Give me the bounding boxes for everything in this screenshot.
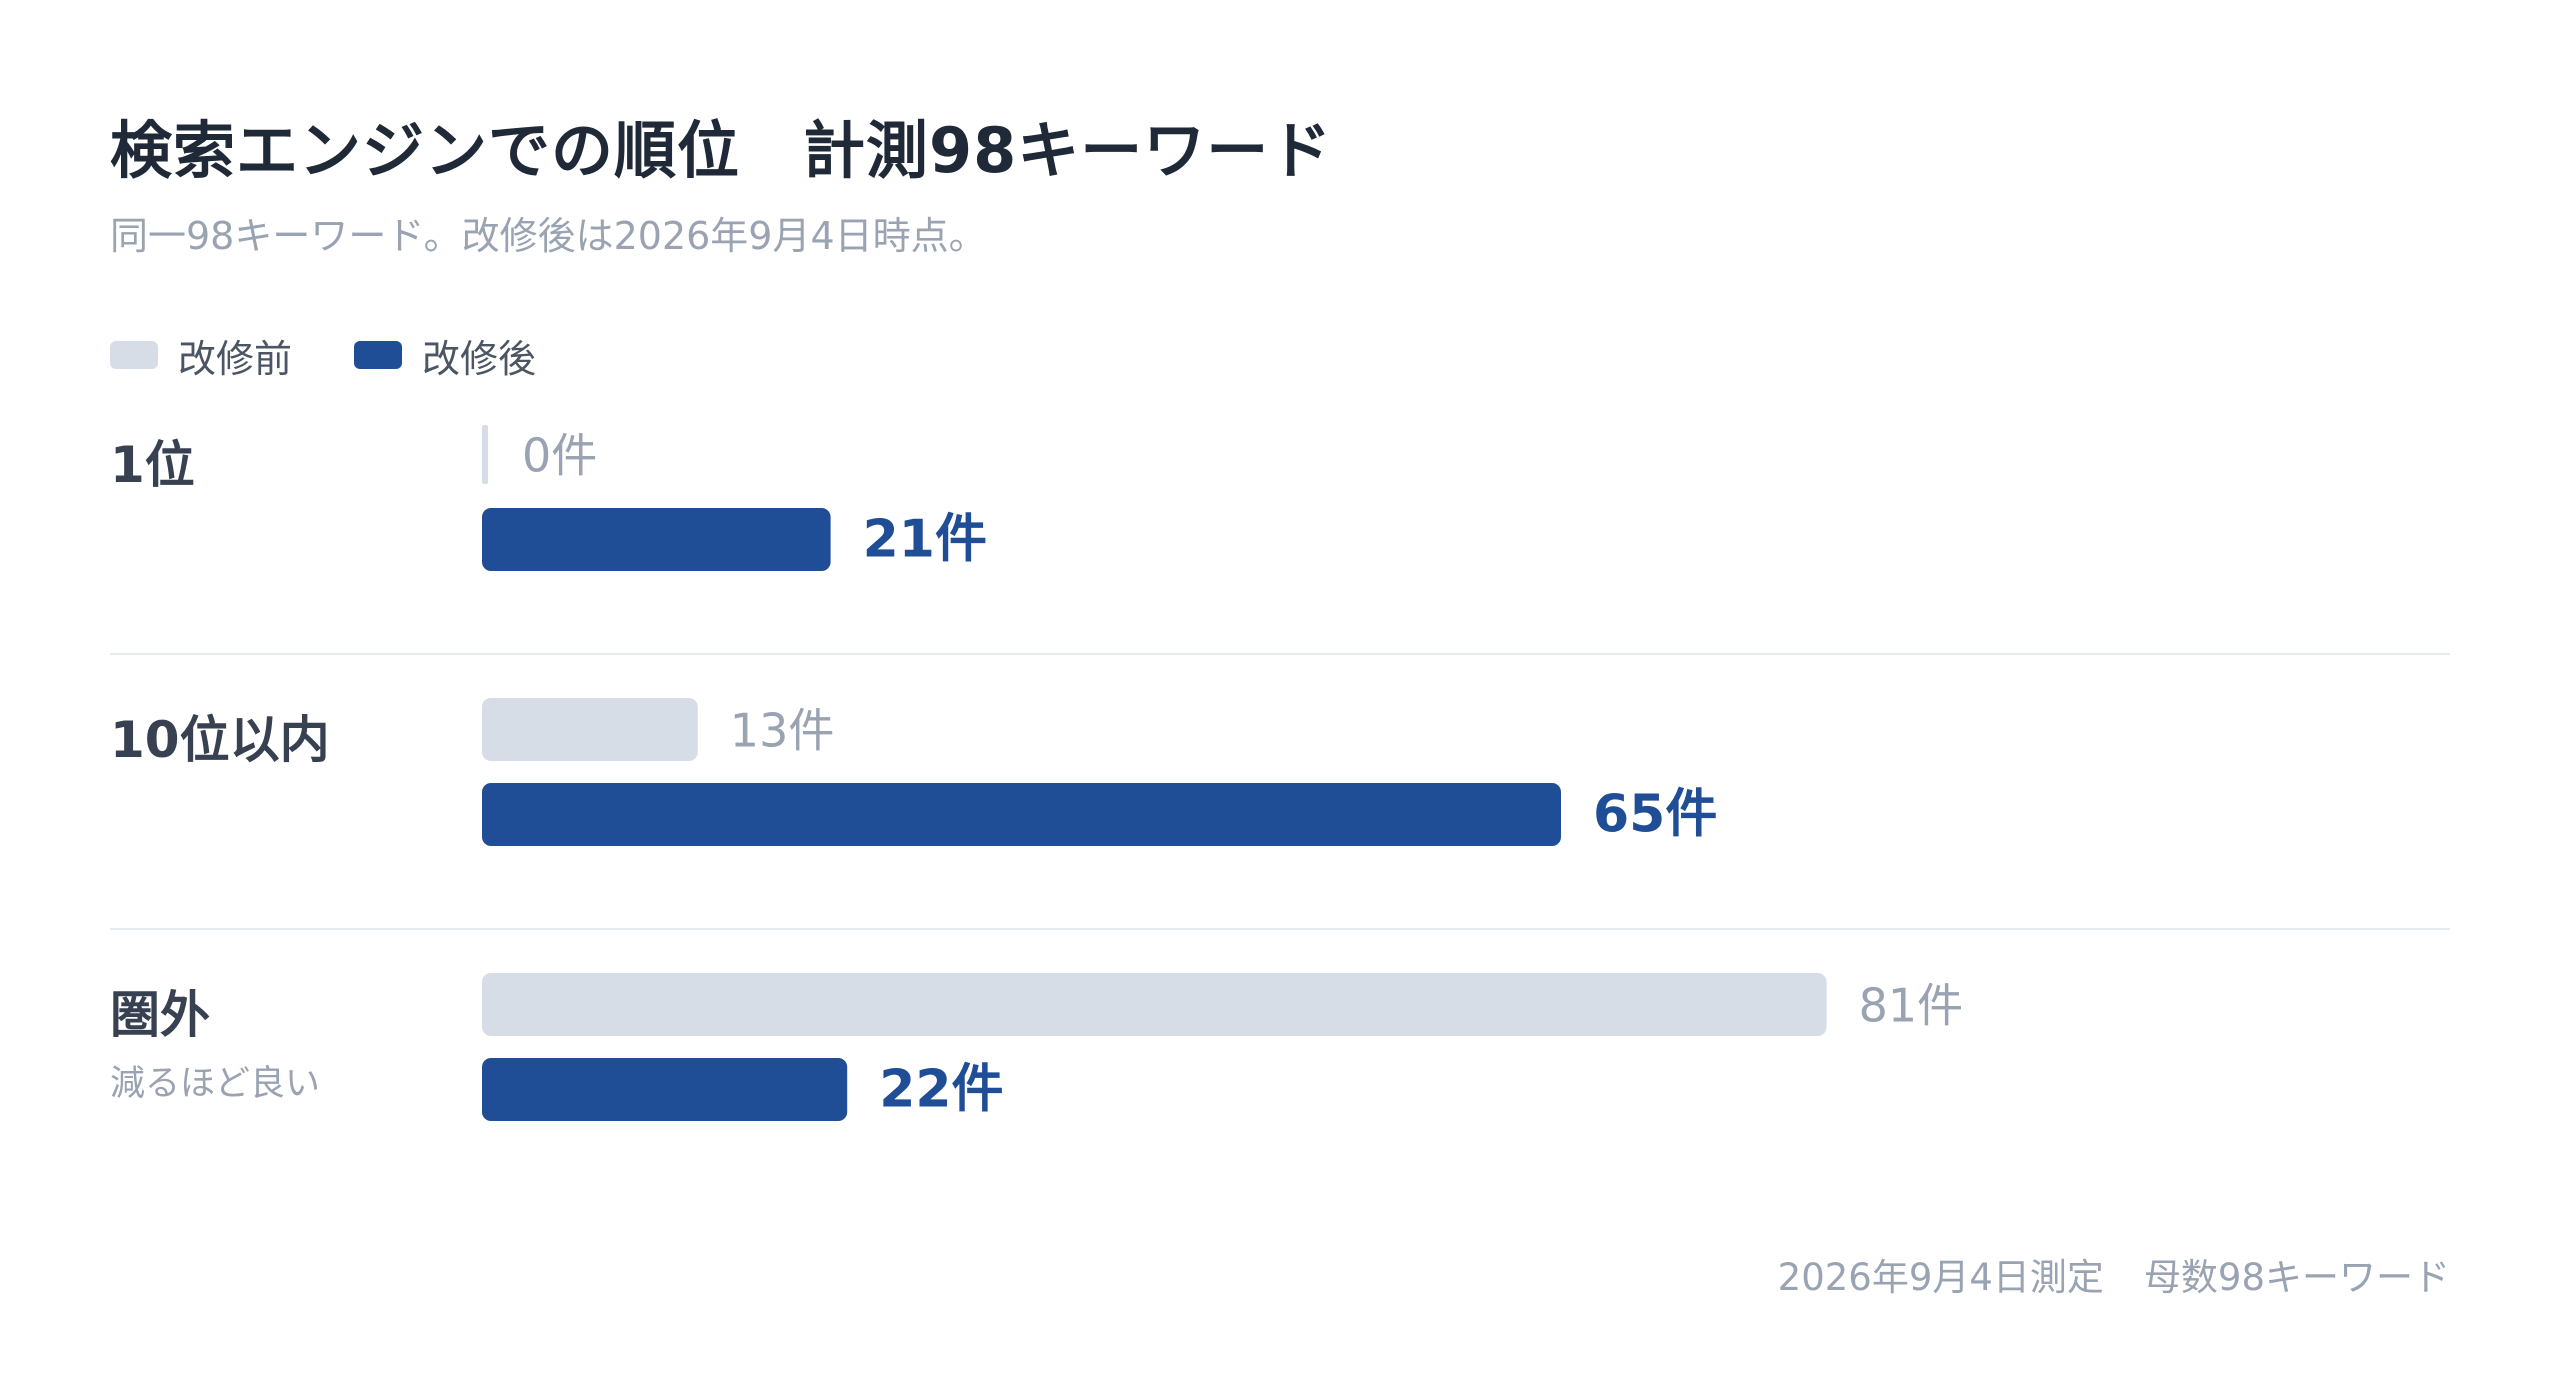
value-label-before-rank1: 0件 xyxy=(522,429,597,483)
chart-subtitle: 同一98キーワード。改修後は2026年9月4日時点。 xyxy=(110,214,987,258)
category-label-outside: 圏外 xyxy=(110,986,210,1044)
bar-after-rank1 xyxy=(482,508,831,571)
value-label-before-top10: 13件 xyxy=(730,704,835,758)
legend-swatch-before xyxy=(110,341,158,369)
legend-item-after: 改修後 xyxy=(354,328,536,383)
category-note-outside: 減るほど良い xyxy=(110,1064,321,1104)
category-label-top10: 10位以内 xyxy=(110,711,330,769)
row-divider xyxy=(110,653,2450,655)
chart-title: 検索エンジンでの順位 計測98キーワード xyxy=(110,114,1333,187)
row-divider xyxy=(110,928,2450,930)
value-label-after-rank1: 21件 xyxy=(863,510,987,570)
chart-footer: 2026年9月4日測定 母数98キーワード xyxy=(1778,1247,2450,1301)
bar-before-top10 xyxy=(482,698,698,761)
bar-after-outside xyxy=(482,1058,848,1121)
bar-before-rank1 xyxy=(482,425,488,484)
legend: 改修前 改修後 xyxy=(110,328,598,383)
value-label-after-outside: 22件 xyxy=(879,1060,1003,1120)
legend-swatch-after xyxy=(354,341,403,369)
legend-item-before: 改修前 xyxy=(110,328,292,383)
footer-measured-date: 2026年9月4日測定 xyxy=(1777,1256,2104,1299)
category-label-rank1: 1位 xyxy=(110,436,195,494)
bar-after-top10 xyxy=(482,783,1561,846)
bar-before-outside xyxy=(482,973,1827,1036)
footer-base-count: 母数98キーワード xyxy=(2143,1256,2450,1299)
legend-label-before: 改修前 xyxy=(178,336,293,381)
legend-label-after: 改修後 xyxy=(422,336,537,381)
value-label-after-top10: 65件 xyxy=(1593,785,1717,845)
value-label-before-outside: 81件 xyxy=(1859,979,1964,1033)
